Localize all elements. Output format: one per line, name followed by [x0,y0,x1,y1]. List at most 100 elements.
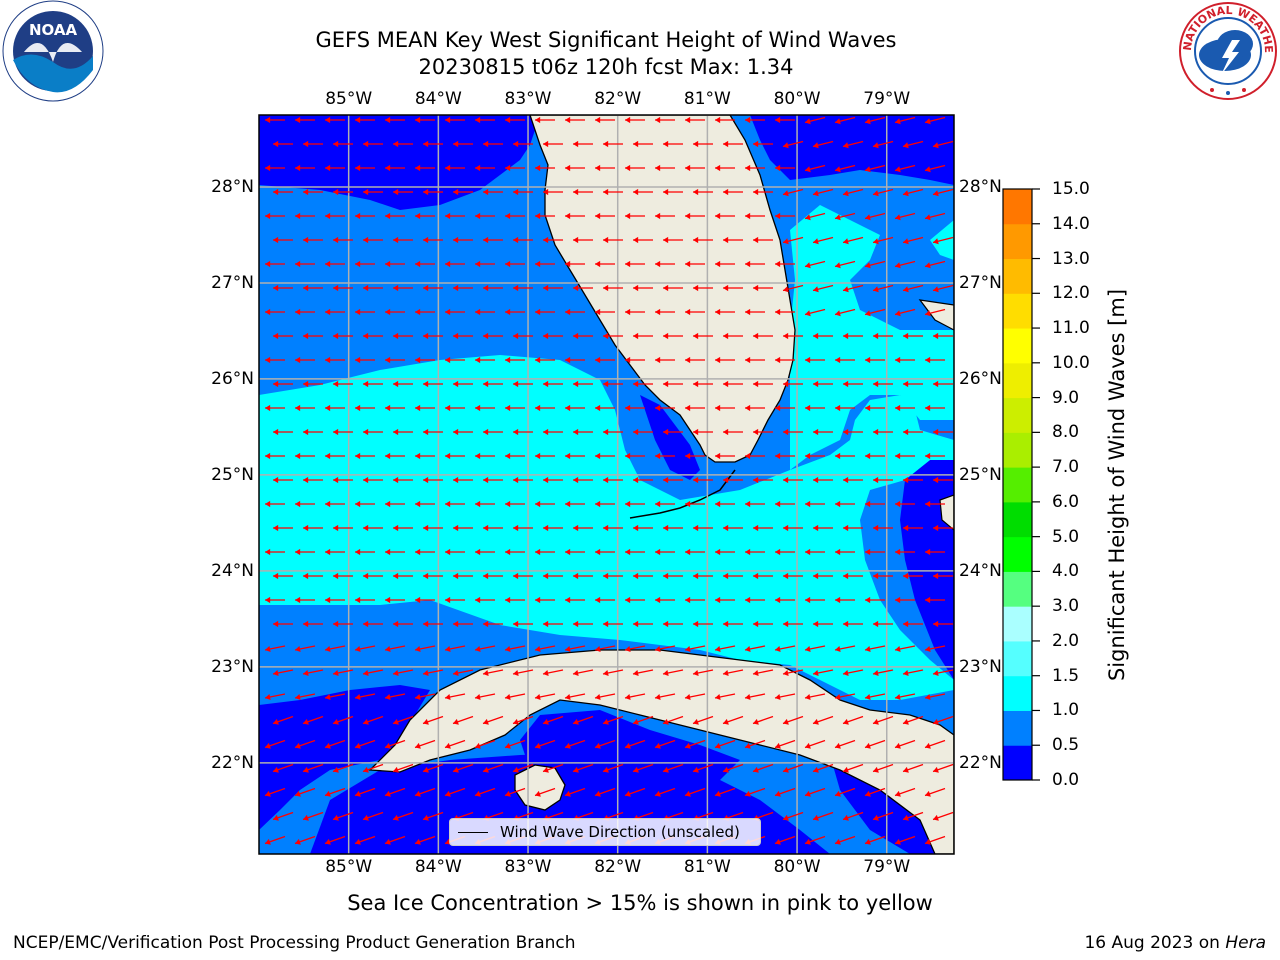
wave-arrow [535,260,555,268]
wave-arrow [565,164,585,172]
wave-arrow [894,308,916,317]
wave-arrow [625,164,645,172]
wave-arrow [325,164,345,172]
colorbar-tick-label: 13.0 [1052,248,1090,269]
wave-arrow [355,596,375,604]
wave-arrow [804,835,826,845]
wave-arrow [662,763,684,773]
wave-arrow [302,811,324,821]
wave-arrow [565,356,585,364]
map-plot-area [259,115,954,854]
wave-band-0.0-0.5-northeast [750,115,954,185]
wave-arrow [745,260,765,268]
wave-arrow [933,476,953,484]
wave-arrow [633,140,653,148]
wave-arrow [273,284,293,292]
wave-arrow [932,140,954,149]
wave-arrow [925,404,945,412]
wave-arrow [932,811,954,821]
wave-arrow [505,164,525,172]
wave-arrow [782,669,804,677]
wave-arrow [633,284,653,292]
wave-arrow [633,236,653,244]
wave-arrow [333,572,353,580]
wave-arrow [393,476,413,484]
wave-arrow [865,404,885,412]
legend-label: Wind Wave Direction (unscaled) [500,823,740,841]
wave-arrow [804,164,826,173]
wave-arrow [625,596,645,604]
wave-arrow [685,404,705,412]
wave-arrow [272,669,294,677]
wave-arrow [753,524,773,532]
wave-arrow [445,356,465,364]
wave-arrow [663,524,683,532]
wave-arrow [775,404,795,412]
wave-arrow [835,596,855,604]
wave-arrow [482,715,504,725]
wave-arrow [355,164,375,172]
wave-arrow [715,596,735,604]
footer-host: Hera [1225,933,1266,953]
wave-arrow [272,763,294,773]
wave-arrow [295,596,315,604]
wave-arrow [894,835,916,845]
wave-arrow [633,620,653,628]
wave-arrow [333,140,353,148]
wave-arrow [385,164,405,172]
wave-arrow [264,739,286,749]
wave-arrow [595,500,615,508]
wave-arrow [363,140,383,148]
wave-arrow [483,524,503,532]
wave-arrow [535,116,555,124]
wave-arrow [632,715,654,725]
wave-arrow [903,428,923,436]
wave-arrow [303,572,323,580]
wave-arrow [325,212,345,220]
wave-arrow [595,164,615,172]
wave-arrow [573,428,593,436]
wave-arrow [565,212,585,220]
wave-arrow [924,308,946,317]
wave-arrow [715,452,735,460]
wave-arrow [753,380,773,388]
wave-arrow [842,715,864,725]
wave-arrow [573,620,593,628]
wave-arrow [715,356,735,364]
wave-arrow [723,428,743,436]
wave-arrow [273,620,293,628]
wave-arrow [543,380,563,388]
wave-arrow [393,332,413,340]
colorbar-tick-label: 10.0 [1052,352,1090,373]
wave-arrow [805,356,825,364]
wave-arrow [392,763,414,773]
lat-label-left: 25°N [211,464,254,485]
wave-arrow [744,645,766,653]
wave-arrow [902,188,924,197]
lon-label-bottom: 84°W [414,857,462,877]
wave-arrow [445,548,465,556]
wave-arrow [745,452,765,460]
wave-arrow [535,164,555,172]
wave-arrow [362,811,384,821]
wave-arrow [535,356,555,364]
wave-arrow [415,404,435,412]
wave-arrow [564,693,586,701]
wave-arrow [295,500,315,508]
wave-arrow [633,380,653,388]
wave-arrow [804,212,826,221]
wave-arrow [324,835,346,845]
wave-arrow [385,548,405,556]
wave-arrow [535,404,555,412]
wave-arrow [535,308,555,316]
wave-arrow [873,428,893,436]
wave-arrow [302,715,324,725]
wave-arrow [812,715,834,725]
wave-arrow [835,500,855,508]
wave-arrow [783,380,803,388]
wave-arrow [804,739,826,749]
wave-arrow [842,811,864,821]
wave-arrow [273,476,293,484]
wave-arrow [723,572,743,580]
wave-arrow [624,787,646,797]
